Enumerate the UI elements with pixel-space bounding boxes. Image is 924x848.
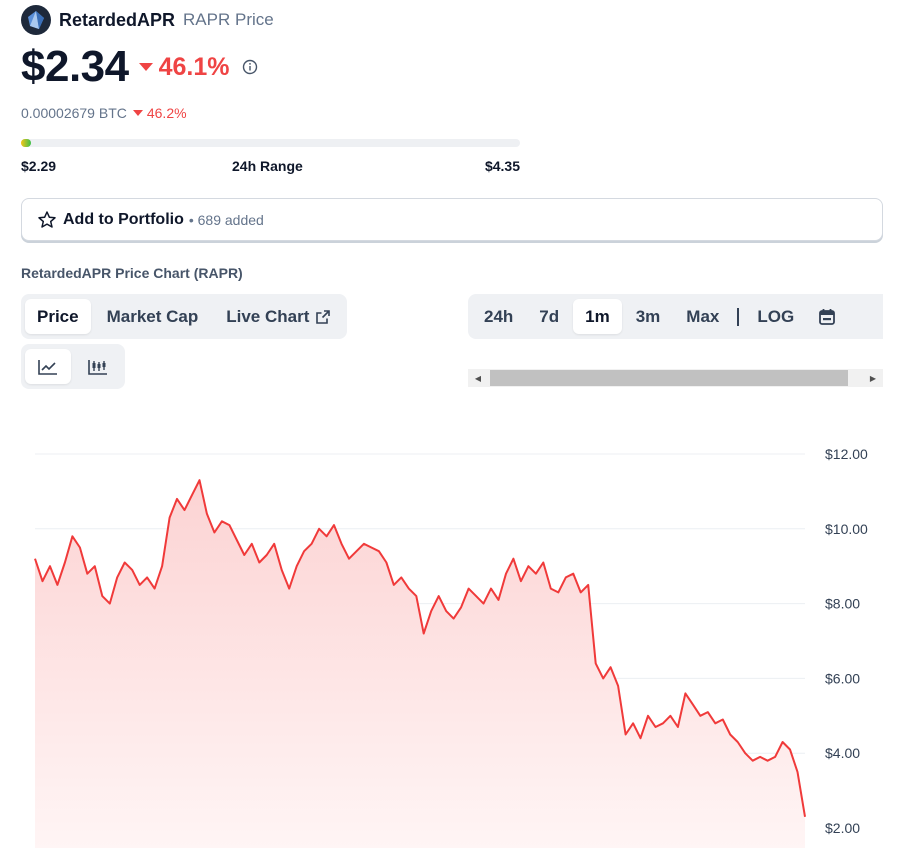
- range-low: $2.29: [21, 158, 57, 174]
- tab-live-chart-label: Live Chart: [226, 306, 310, 326]
- btc-change: 46.2%: [132, 105, 187, 121]
- info-icon[interactable]: [242, 59, 258, 75]
- tab-7d-label: 7d: [539, 306, 560, 326]
- price-area-fill: [35, 480, 805, 848]
- line-chart-button[interactable]: [25, 349, 71, 384]
- price-line: [34, 479, 806, 817]
- caret-down-icon: [132, 110, 143, 116]
- y-tick-label: $4.00: [825, 745, 860, 761]
- y-tick-label: $8.00: [825, 596, 860, 612]
- candlestick-button[interactable]: [75, 349, 121, 384]
- log-label: LOG: [757, 306, 795, 326]
- tab-max-label: Max: [686, 306, 720, 326]
- y-tick-label: $2.00: [825, 820, 860, 836]
- coin-header: RetardedAPR RAPR Price: [21, 5, 274, 35]
- line-chart-icon: [37, 358, 59, 376]
- btc-change-pct: 46.2%: [146, 105, 187, 121]
- view-tabs: Price Market Cap Live Chart: [21, 294, 348, 339]
- price-change-pct: 46.1%: [158, 52, 230, 81]
- range-labels: $2.29 24h Range $4.35: [21, 158, 520, 176]
- range-high: $4.35: [484, 158, 520, 174]
- price-change: 46.1%: [138, 52, 230, 82]
- btc-price: 0.00002679 BTC: [21, 105, 127, 121]
- portfolio-label: Add to Portfolio: [63, 210, 184, 228]
- price-chart[interactable]: $12.00 $10.00 $8.00 $6.00 $4.00 $2.00: [0, 440, 924, 848]
- tab-market-cap-label: Market Cap: [106, 306, 199, 326]
- log-scale-toggle[interactable]: LOG: [745, 299, 806, 334]
- tab-1m[interactable]: 1m: [573, 299, 622, 334]
- y-tick-label: $6.00: [825, 670, 860, 686]
- scroll-right-arrow-icon[interactable]: ▶: [869, 373, 877, 383]
- caret-down-icon: [138, 63, 153, 71]
- tab-market-cap[interactable]: Market Cap: [95, 299, 211, 334]
- candlestick-icon: [87, 358, 109, 376]
- tab-divider: [737, 307, 740, 326]
- tab-live-chart[interactable]: Live Chart: [214, 299, 343, 334]
- period-tabs-scrollbar[interactable]: ◀ ▶: [468, 369, 883, 387]
- period-tabs: 24h 7d 1m 3m Max LOG: [468, 294, 883, 339]
- tab-24h-label: 24h: [484, 306, 514, 326]
- calendar-icon: [818, 308, 836, 326]
- scrollbar-thumb[interactable]: [490, 370, 848, 386]
- coin-logo-icon: [21, 5, 51, 35]
- tab-1m-label: 1m: [585, 306, 610, 326]
- y-tick-label: $12.00: [825, 446, 868, 462]
- chart-type-toggle: [21, 344, 125, 389]
- date-range-button[interactable]: [808, 299, 846, 334]
- range-bar: [21, 139, 520, 147]
- price-row: $2.34 46.1%: [21, 42, 258, 92]
- add-to-portfolio-button[interactable]: Add to Portfolio • 689 added: [21, 198, 883, 241]
- coin-name: RetardedAPR: [59, 9, 176, 30]
- portfolio-added-count: • 689 added: [188, 211, 264, 228]
- tab-3m-label: 3m: [635, 306, 661, 326]
- range-bar-fill: [21, 139, 31, 147]
- tab-price[interactable]: Price: [25, 299, 91, 334]
- external-link-icon: [315, 309, 331, 325]
- tab-price-label: Price: [37, 306, 79, 326]
- chart-section-title: RetardedAPR Price Chart (RAPR): [21, 265, 243, 281]
- tab-3m[interactable]: 3m: [624, 299, 673, 334]
- tab-max[interactable]: Max: [674, 299, 731, 334]
- tab-24h[interactable]: 24h: [472, 299, 525, 334]
- y-tick-label: $10.00: [825, 521, 868, 537]
- current-price: $2.34: [21, 42, 129, 91]
- scroll-left-arrow-icon[interactable]: ◀: [474, 373, 482, 383]
- star-icon: [37, 210, 57, 230]
- btc-price-row: 0.00002679 BTC 46.2%: [21, 105, 187, 121]
- range-label: 24h Range: [232, 158, 303, 174]
- tab-7d[interactable]: 7d: [527, 299, 571, 334]
- coin-price-subtitle: RAPR Price: [183, 10, 274, 29]
